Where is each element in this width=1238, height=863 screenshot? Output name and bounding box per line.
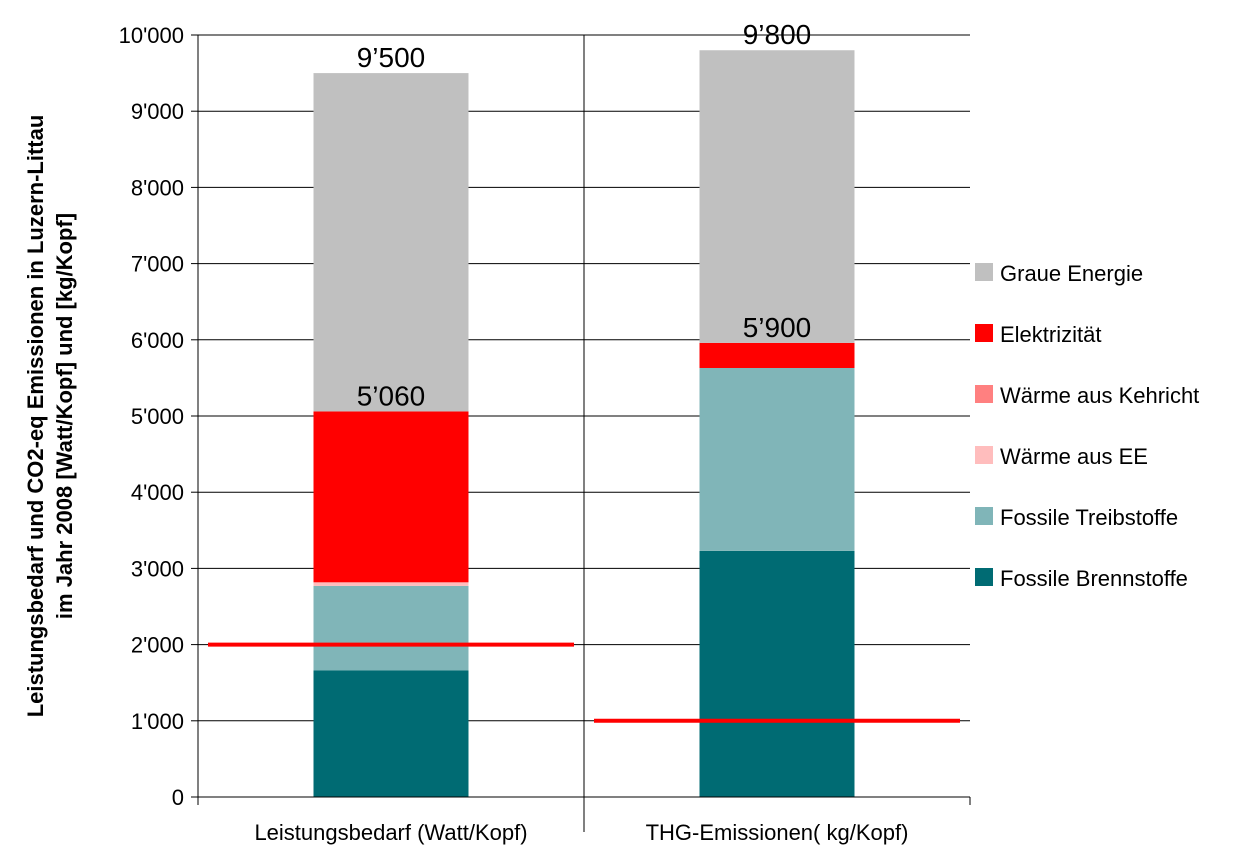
data-labels: 5’060 9’500 5’900 9’800 <box>357 19 812 411</box>
legend-swatch <box>975 324 993 342</box>
y-tick-label: 9'000 <box>131 99 184 124</box>
bar-segment-fossile-brennstoffe <box>313 670 469 797</box>
bar-segment-w-rme-aus-kehricht <box>313 582 469 583</box>
y-tick-label: 6'000 <box>131 328 184 353</box>
axes <box>191 34 971 832</box>
y-tick-label: 4'000 <box>131 480 184 505</box>
bars <box>313 50 855 797</box>
legend-label: Fossile Treibstoffe <box>1000 505 1178 530</box>
bar-segment-graue-energie <box>699 50 855 343</box>
bar-segment-fossile-treibstoffe <box>313 585 469 671</box>
legend-label: Wärme aus Kehricht <box>1000 383 1199 408</box>
legend-swatch <box>975 263 993 281</box>
data-label: 9’500 <box>357 42 426 73</box>
y-tick-label: 1'000 <box>131 709 184 734</box>
legend-label: Fossile Brennstoffe <box>1000 566 1188 591</box>
y-axis-label-line: im Jahr 2008 [Watt/Kopf] und [kg/Kopf] <box>52 213 77 619</box>
legend-swatch <box>975 507 993 525</box>
legend-label: Graue Energie <box>1000 261 1143 286</box>
legend-label: Wärme aus EE <box>1000 444 1148 469</box>
bar-segment-elektrizit-t <box>699 342 855 368</box>
category-label: Leistungsbedarf (Watt/Kopf) <box>254 820 527 845</box>
bar-segment-fossile-brennstoffe <box>699 550 855 797</box>
data-label: 9’800 <box>743 19 812 50</box>
y-tick-label: 2'000 <box>131 633 184 658</box>
bar-segment-graue-energie <box>313 73 469 412</box>
y-tick-label: 8'000 <box>131 175 184 200</box>
legend-label: Elektrizität <box>1000 322 1101 347</box>
target-lines <box>208 642 960 723</box>
bar-segment-w-rme-aus-ee <box>313 582 469 586</box>
y-tick-label: 5'000 <box>131 404 184 429</box>
y-tick-label: 10'000 <box>119 23 184 48</box>
y-tick-label: 7'000 <box>131 252 184 277</box>
y-tick-label: 0 <box>172 785 184 810</box>
y-axis-label: Leistungsbedarf und CO2-eq Emissionen in… <box>23 115 77 718</box>
legend: Graue Energie Elektrizität Wärme aus Kehri… <box>975 261 1199 591</box>
category-label: THG-Emissionen( kg/Kopf) <box>646 820 909 845</box>
category-labels: Leistungsbedarf (Watt/Kopf) THG-Emissione… <box>254 820 908 845</box>
bar-segment-elektrizit-t <box>313 411 469 583</box>
y-tick-labels: 0 1'000 2'000 3'000 4'000 5'000 6'000 7'000 8'00… <box>119 23 184 810</box>
legend-swatch <box>975 446 993 464</box>
data-label: 5’060 <box>357 380 426 411</box>
legend-swatch <box>975 385 993 403</box>
y-tick-label: 3'000 <box>131 556 184 581</box>
data-label: 5’900 <box>743 312 812 343</box>
legend-swatch <box>975 568 993 586</box>
y-axis-label-line: Leistungsbedarf und CO2-eq Emissionen in… <box>23 115 48 718</box>
bar-segment-fossile-treibstoffe <box>699 367 855 551</box>
